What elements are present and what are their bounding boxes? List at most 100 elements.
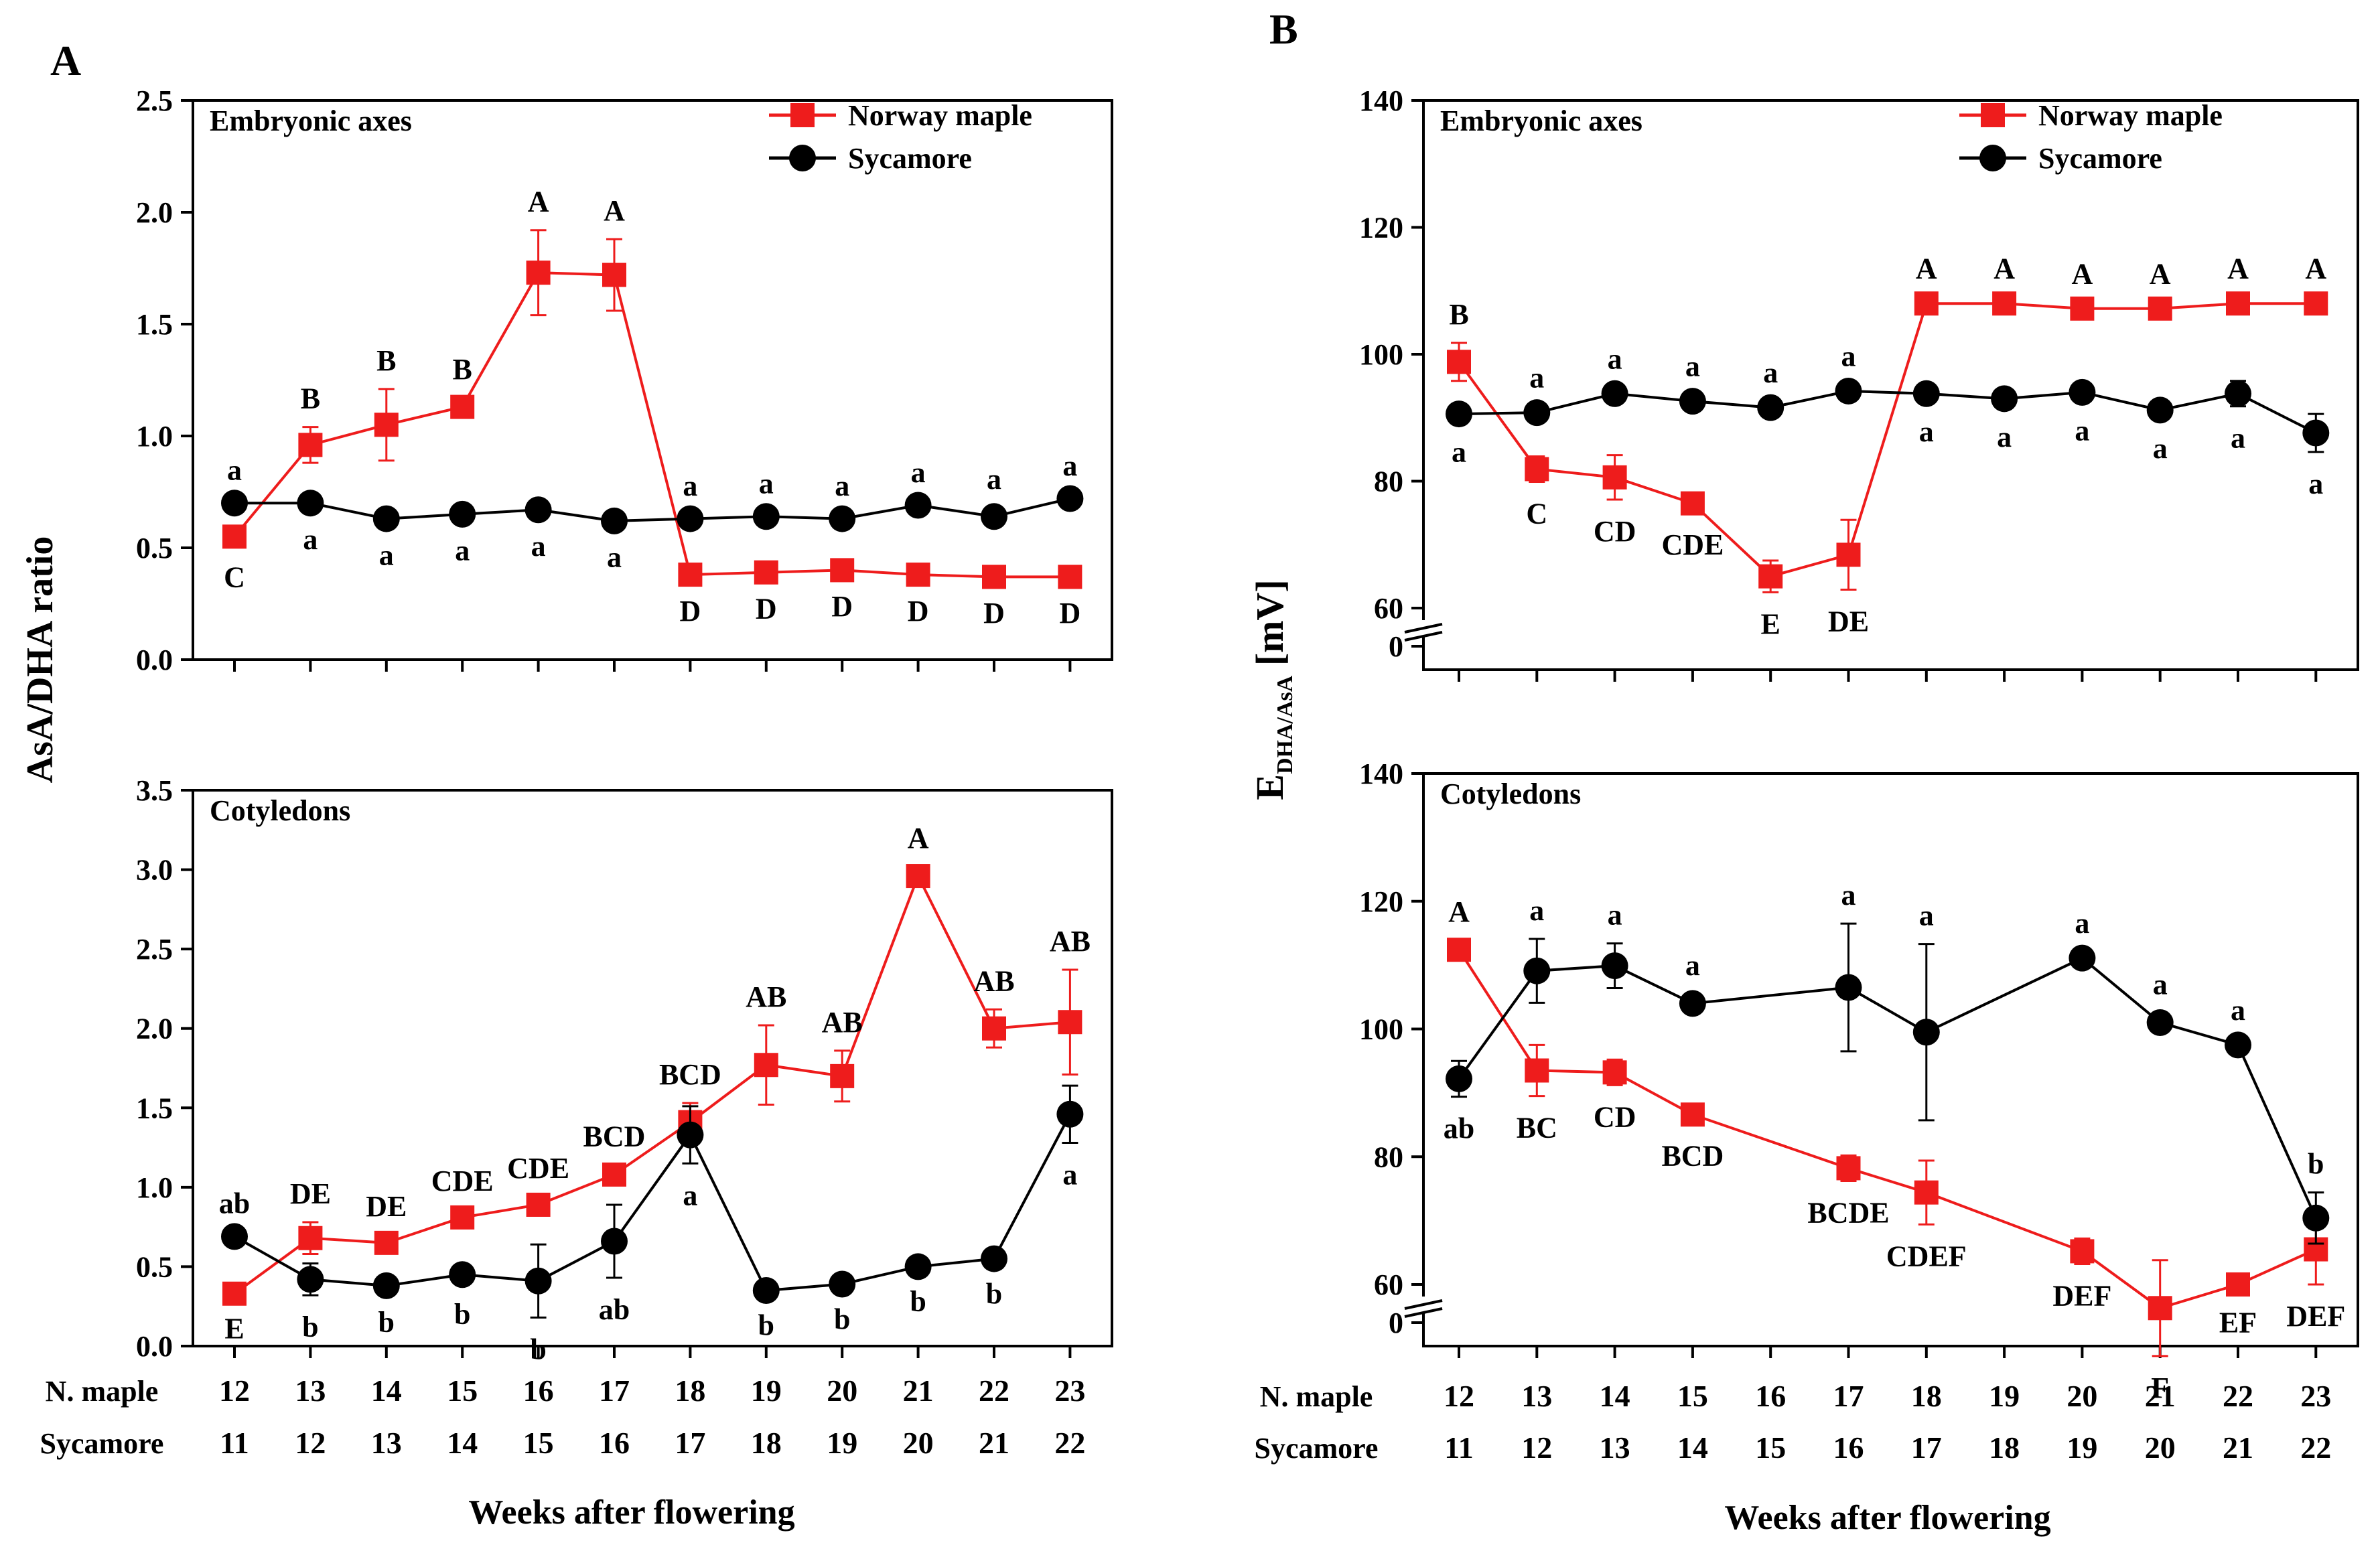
y-tick-label: 60	[1374, 592, 1403, 625]
y-tick-label: 120	[1359, 885, 1403, 918]
norway-maple-point	[450, 394, 475, 419]
sycamore-point	[1523, 399, 1551, 427]
x-tick-label-norway: 23	[1054, 1374, 1085, 1408]
y-tick-label: 0.5	[136, 1250, 173, 1283]
x-tick-label-norway: 14	[1600, 1379, 1630, 1413]
y-label-subscript: DHA/AsA	[1273, 675, 1298, 774]
significance-letter: DE	[290, 1177, 331, 1210]
x-tick-label-norway: 15	[447, 1374, 478, 1408]
y-tick-label: 100	[1359, 338, 1403, 371]
significance-letter: ab	[1444, 1112, 1474, 1145]
sycamore-point	[829, 1270, 856, 1298]
significance-letter: a	[1452, 436, 1466, 469]
legend-label-sycamore: Sycamore	[2038, 142, 2162, 175]
norway-maple-point	[1758, 564, 1783, 589]
significance-letter: ab	[599, 1293, 630, 1326]
sycamore-point	[829, 505, 856, 532]
norway-maple-point	[526, 1192, 551, 1217]
y-tick-label: 2.5	[136, 84, 173, 117]
norway-maple-point	[2148, 296, 2172, 321]
panel-b-embryonic-axes-plot: Embryonic axes 0 60 80 100 120 140 Ba a Ca CD a CDE a…	[1359, 84, 2359, 682]
sycamore-point	[297, 490, 324, 517]
x-tick-label-norway: 20	[2067, 1379, 2097, 1413]
significance-letter: A	[2072, 257, 2093, 290]
significance-letter: a	[1529, 362, 1544, 394]
norway-maple-point	[602, 263, 626, 287]
sycamore-line	[1458, 956, 2318, 1219]
y-label-unit: [mV]	[1248, 579, 1291, 666]
norway-maple-point	[374, 413, 399, 437]
significance-letter: F	[2151, 1372, 2169, 1404]
panel-b-x-axis-label: Weeks after flowering	[1724, 1499, 2050, 1537]
norway-maple-point	[1058, 1010, 1082, 1035]
x-tick-label-norway: 19	[1989, 1379, 2020, 1413]
norway-maple-line	[233, 271, 1070, 579]
sycamore-point	[2225, 380, 2251, 407]
plot-frame	[192, 789, 1113, 1347]
norway-maple-point	[1914, 1180, 1939, 1205]
x-tick-label-norway: 17	[599, 1374, 630, 1408]
x-tick-label-norway: 21	[2145, 1379, 2176, 1413]
legend-marker-norway	[1981, 103, 2005, 127]
x-tick-label-norway: 18	[1911, 1379, 1942, 1413]
norway-maple-point	[906, 864, 930, 889]
sycamore-point	[1601, 380, 1628, 407]
significance-letter: a	[1062, 449, 1077, 482]
significance-letter: ab	[219, 1187, 250, 1220]
norway-maple-point	[1680, 491, 1705, 516]
y-tick-label: 1.5	[136, 1092, 173, 1124]
significance-letter: A	[2227, 252, 2249, 285]
norway-maple-point	[982, 565, 1006, 589]
norway-maple-point	[754, 1053, 778, 1078]
significance-letter: D	[831, 590, 853, 623]
panel-a-norway-row-label: N. maple	[46, 1375, 159, 1408]
significance-letter: a	[683, 1179, 697, 1211]
sycamore-point	[601, 507, 628, 534]
x-tick-label-sycamore: 12	[1521, 1430, 1552, 1465]
x-tick-label-sycamore: 15	[523, 1426, 554, 1460]
norway-maple-point	[1992, 291, 2017, 316]
significance-letter: BCD	[659, 1058, 721, 1091]
significance-letter: D	[983, 597, 1005, 630]
legend-marker-norway	[790, 103, 815, 127]
y-tick-label: 0.0	[136, 1330, 173, 1363]
x-tick-label-norway: 19	[751, 1374, 782, 1408]
significance-letter: a	[1529, 894, 1544, 927]
significance-letter: D	[756, 592, 777, 625]
y-tick-label: 0	[1389, 1307, 1403, 1339]
significance-letter: b	[454, 1298, 470, 1331]
y-tick-label: 2.0	[136, 196, 173, 229]
sycamore-point	[449, 1261, 476, 1288]
norway-maple-point	[1447, 938, 1471, 962]
x-tick-label-norway: 23	[2300, 1379, 2331, 1413]
norway-maple-point	[2226, 1272, 2250, 1297]
y-tick-label: 120	[1359, 212, 1403, 244]
x-tick-label-sycamore: 21	[2223, 1430, 2253, 1465]
significance-letter: a	[1685, 350, 1700, 383]
sycamore-point	[1912, 380, 1940, 407]
sycamore-point	[1679, 388, 1706, 415]
sycamore-point	[752, 1277, 780, 1304]
significance-letter: b	[378, 1306, 395, 1339]
sycamore-point	[904, 492, 932, 519]
panel-b-y-axis-label: EDHA/AsA [mV]	[1248, 579, 1298, 800]
axis-break-mark	[1404, 623, 1443, 634]
x-tick-label-sycamore: 20	[2145, 1430, 2176, 1465]
x-tick-label-norway: 22	[2223, 1379, 2253, 1413]
significance-letter: A	[1916, 252, 1937, 285]
norway-maple-point	[2226, 291, 2250, 316]
significance-letter: a	[1997, 421, 2012, 453]
y-tick-label: 140	[1359, 84, 1403, 117]
significance-letter: a	[683, 469, 697, 502]
y-tick-label: 100	[1359, 1013, 1403, 1046]
significance-letter: a	[1919, 899, 1934, 932]
panel-b-norway-row-label: N. maple	[1260, 1380, 1373, 1413]
sycamore-point	[449, 500, 476, 528]
y-label-main: E	[1248, 774, 1291, 800]
significance-letter: a	[1763, 356, 1778, 389]
norway-maple-point	[1680, 1102, 1705, 1127]
norway-maple-point	[222, 1281, 247, 1306]
norway-maple-line	[233, 873, 1070, 1295]
norway-maple-point	[830, 558, 855, 583]
x-tick-label-norway: 16	[1755, 1379, 1786, 1413]
